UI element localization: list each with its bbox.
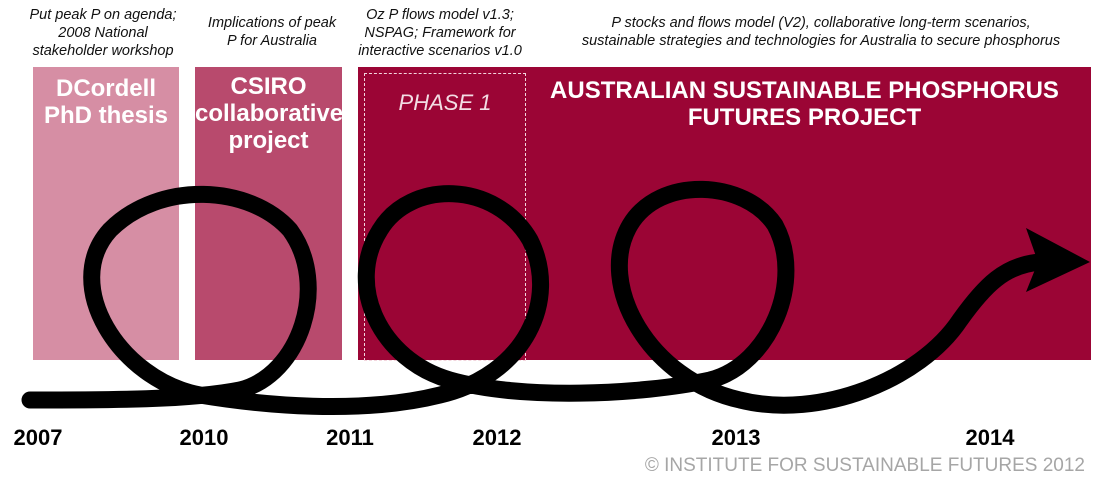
year-2014: 2014 bbox=[965, 425, 1015, 450]
block-aspf-title: AUSTRALIAN SUSTAINABLE PHOSPHORUS FUTURE… bbox=[550, 77, 1059, 131]
caption-phase1: Oz P flows model v1.3; NSPAG; Framework … bbox=[358, 7, 522, 59]
phase1-box: PHASE 1 bbox=[364, 73, 526, 361]
caption-aspf: P stocks and flows model (V2), collabora… bbox=[581, 15, 1061, 49]
arrow-head-icon bbox=[1026, 228, 1090, 292]
year-2012: 2012 bbox=[472, 425, 522, 450]
caption-csiro: Implications of peak P for Australia bbox=[207, 15, 337, 49]
year-2007: 2007 bbox=[13, 425, 63, 450]
phase1-label: PHASE 1 bbox=[398, 90, 492, 115]
year-2010: 2010 bbox=[179, 425, 229, 450]
block-phd-title: DCordell PhD thesis bbox=[43, 75, 169, 129]
year-2011: 2011 bbox=[326, 425, 374, 450]
block-csiro-title: CSIRO collaborative project bbox=[195, 73, 344, 154]
caption-phd: Put peak P on agenda; 2008 National stak… bbox=[29, 7, 177, 59]
copyright-notice: © INSTITUTE FOR SUSTAINABLE FUTURES 2012 bbox=[644, 455, 1085, 476]
spiral-path bbox=[21, 180, 1049, 416]
year-2013: 2013 bbox=[711, 425, 761, 450]
